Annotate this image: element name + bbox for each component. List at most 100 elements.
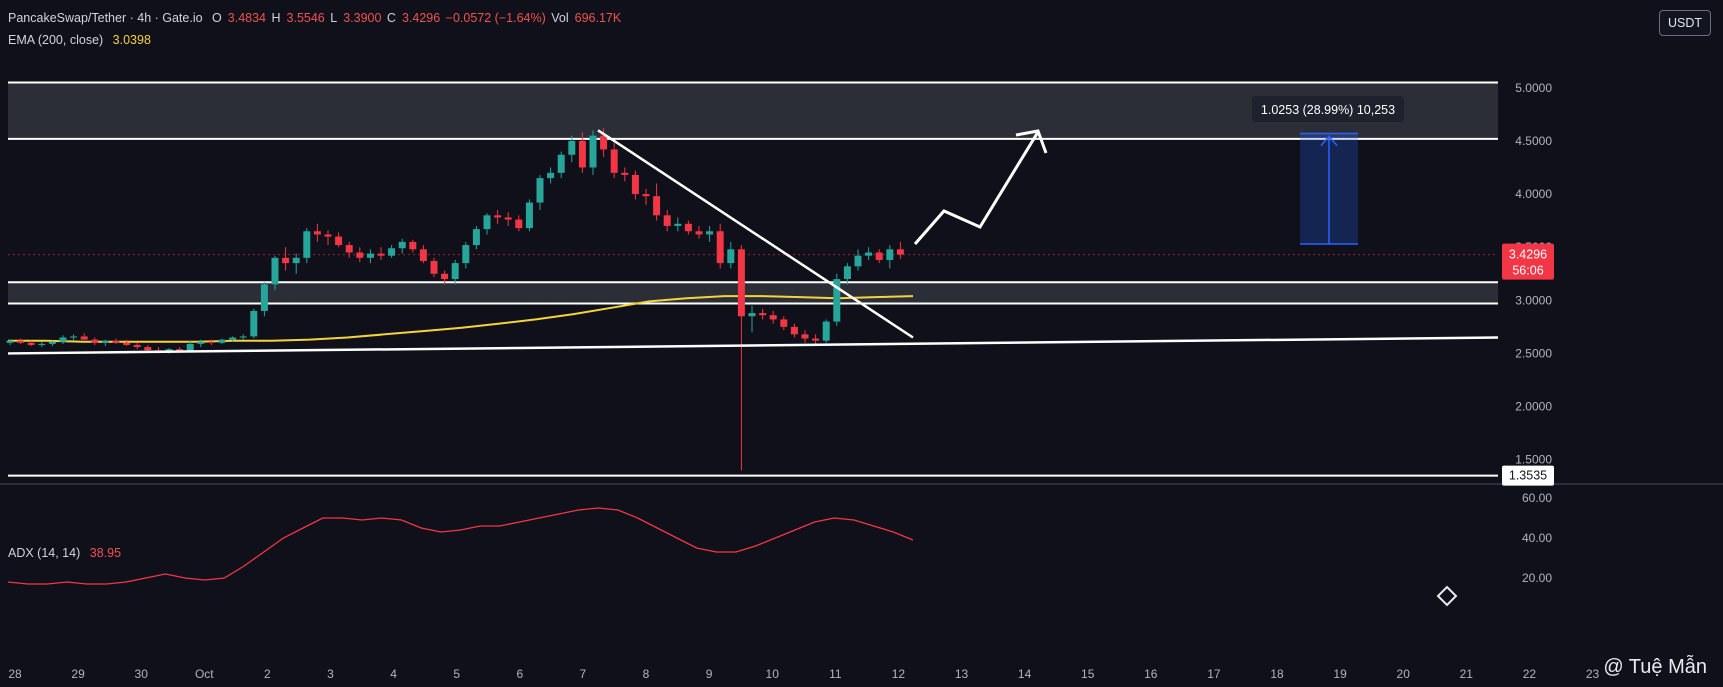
- candle-body: [833, 279, 841, 322]
- candle-body: [17, 340, 25, 343]
- x-tick-label: 8: [643, 667, 650, 681]
- candle-body: [494, 215, 502, 218]
- y-tick-label: 4.5000: [1515, 134, 1552, 148]
- candle-body: [504, 217, 512, 220]
- descending-trendline: [597, 129, 914, 339]
- x-tick-label: 22: [1523, 667, 1537, 681]
- volume-label: Vol: [551, 11, 569, 25]
- candle-body: [112, 340, 120, 343]
- open-label: O: [212, 11, 222, 25]
- candle-body: [123, 342, 131, 345]
- candle-body: [271, 257, 279, 285]
- candle-body: [472, 229, 480, 246]
- candle-body: [313, 231, 321, 235]
- candle-body: [854, 255, 862, 267]
- projection-path: [913, 131, 1040, 245]
- candle-body: [790, 326, 798, 335]
- candle-body: [631, 174, 639, 195]
- candle-body: [80, 336, 88, 340]
- adx-tick-label: 40.00: [1522, 531, 1552, 545]
- candle-body: [568, 140, 576, 155]
- candle-body: [653, 196, 661, 216]
- candle-body: [366, 253, 374, 258]
- low-value: 3.3900: [343, 11, 382, 25]
- candle-body: [144, 347, 152, 351]
- candle-body: [610, 149, 618, 173]
- candle-body: [91, 339, 99, 343]
- price-badge-countdown: 56:06: [1512, 264, 1543, 278]
- x-tick-label: 21: [1460, 667, 1474, 681]
- high-label: H: [271, 11, 281, 25]
- candle-body: [886, 249, 894, 260]
- candle-body: [409, 241, 417, 250]
- candle-body: [515, 219, 523, 229]
- candle-body: [557, 154, 565, 173]
- x-tick-label: 4: [390, 667, 397, 681]
- candle-body: [843, 266, 851, 280]
- candle-body: [536, 178, 544, 203]
- measure-label-bg: [1252, 96, 1404, 122]
- projection-arrowhead: [1015, 129, 1048, 154]
- support-zone: [8, 282, 1498, 304]
- close-label: C: [386, 11, 396, 25]
- currency-button[interactable]: USDT: [1658, 10, 1711, 36]
- candle-body: [27, 342, 35, 345]
- candle-body: [377, 253, 385, 256]
- candle-body: [769, 315, 777, 320]
- candle-body: [260, 284, 268, 311]
- candle-body: [335, 236, 343, 246]
- candle-body: [748, 313, 756, 317]
- adx-legend: ADX (14, 14) 38.95: [8, 546, 127, 560]
- measure-label: 1.0253 (28.99%) 10,253: [1261, 103, 1395, 117]
- candles-group: [6, 128, 904, 471]
- candle-body: [165, 349, 173, 352]
- candle-body: [621, 172, 629, 175]
- candle-body: [133, 344, 141, 348]
- candle-body: [59, 337, 67, 342]
- ema-label: EMA (200, close): [8, 33, 104, 47]
- candle-body: [737, 249, 745, 317]
- candle-body: [176, 349, 184, 352]
- candle-body: [451, 263, 459, 280]
- symbol-header: PancakeSwap/Tether · 4h · Gate.io O 3.483…: [8, 11, 623, 25]
- candle-body: [250, 310, 258, 337]
- candle-body: [759, 313, 767, 316]
- candle-body: [578, 140, 586, 168]
- candle-body: [600, 135, 608, 150]
- candle-body: [589, 135, 597, 168]
- x-tick-label: 9: [706, 667, 713, 681]
- x-tick-label: 16: [1144, 667, 1158, 681]
- candle-body: [441, 273, 449, 280]
- x-tick-label: 3: [327, 667, 334, 681]
- symbol-title: PancakeSwap/Tether · 4h · Gate.io: [8, 11, 203, 25]
- candle-body: [716, 231, 724, 264]
- candle-body: [388, 248, 396, 256]
- adx-value: 38.95: [89, 546, 122, 560]
- candle-body: [430, 261, 438, 274]
- candle-body: [462, 245, 470, 264]
- x-tick-label: 23: [1586, 667, 1600, 681]
- candle-body: [239, 336, 247, 338]
- support-badge-value: 1.3535: [1509, 469, 1547, 483]
- candle-body: [324, 234, 332, 237]
- x-tick-label: 18: [1270, 667, 1284, 681]
- candle-body: [207, 341, 215, 343]
- ascending-trendline: [7, 336, 1499, 355]
- resistance-zone: [8, 82, 1498, 139]
- adx-line: [7, 507, 914, 585]
- y-tick-label: 1.5000: [1515, 453, 1552, 467]
- y-tick-label: 3.0000: [1515, 293, 1552, 307]
- candle-body: [186, 343, 194, 352]
- x-tick-label: 17: [1207, 667, 1221, 681]
- low-label: L: [330, 11, 338, 25]
- x-tick-label: 6: [516, 667, 523, 681]
- x-tick-label: 10: [766, 667, 780, 681]
- candle-body: [663, 215, 671, 226]
- candle-body: [70, 336, 78, 338]
- adx-tick-label: 60.00: [1522, 491, 1552, 505]
- candle-body: [419, 249, 427, 261]
- x-tick-label: Oct: [195, 667, 214, 681]
- candle-body: [780, 319, 788, 327]
- ema-legend: EMA (200, close) 3.0398: [8, 33, 157, 47]
